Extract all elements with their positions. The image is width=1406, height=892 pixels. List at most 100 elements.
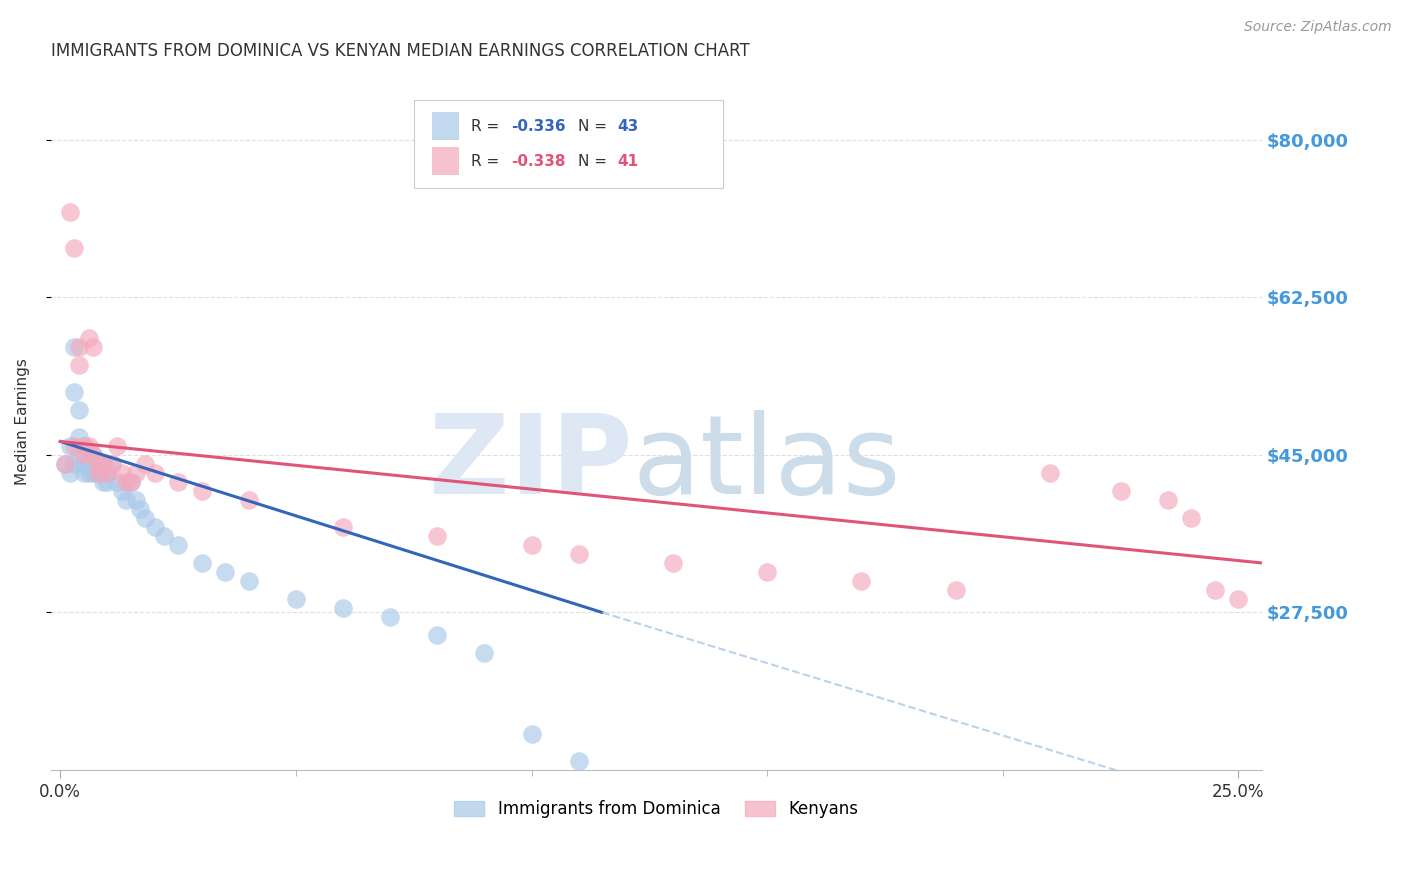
- Point: [73, 439, 96, 453]
- Point: [63, 439, 86, 453]
- Point: [332, 520, 354, 534]
- Text: N =: N =: [578, 119, 612, 134]
- Point: [63, 241, 86, 255]
- Point: [53, 457, 76, 471]
- Text: -0.336: -0.336: [510, 119, 565, 134]
- Bar: [432, 112, 458, 140]
- Point: [1204, 582, 1226, 597]
- Point: [851, 574, 873, 588]
- Point: [1109, 483, 1132, 498]
- Point: [662, 556, 685, 570]
- Point: [82, 448, 104, 462]
- Legend: Immigrants from Dominica, Kenyans: Immigrants from Dominica, Kenyans: [447, 793, 865, 824]
- Point: [67, 403, 90, 417]
- Point: [67, 358, 90, 372]
- Text: N =: N =: [578, 153, 612, 169]
- Point: [1180, 511, 1202, 525]
- Point: [91, 457, 114, 471]
- Y-axis label: Median Earnings: Median Earnings: [15, 358, 30, 484]
- Point: [167, 538, 190, 552]
- Point: [568, 547, 591, 561]
- Point: [77, 439, 100, 453]
- Point: [67, 430, 90, 444]
- Point: [284, 592, 307, 607]
- Point: [82, 340, 104, 354]
- Point: [214, 565, 236, 579]
- Point: [238, 574, 260, 588]
- Point: [59, 466, 82, 480]
- Point: [101, 457, 124, 471]
- Point: [63, 384, 86, 399]
- Point: [167, 475, 190, 489]
- Point: [1039, 466, 1062, 480]
- Point: [105, 475, 128, 489]
- Point: [67, 448, 90, 462]
- Point: [1227, 592, 1250, 607]
- Point: [73, 466, 96, 480]
- Point: [73, 457, 96, 471]
- Text: R =: R =: [471, 119, 505, 134]
- Point: [105, 439, 128, 453]
- Point: [124, 466, 146, 480]
- Point: [73, 448, 96, 462]
- Point: [378, 610, 401, 624]
- Text: -0.338: -0.338: [510, 153, 565, 169]
- Point: [53, 457, 76, 471]
- Point: [426, 529, 449, 543]
- Point: [520, 727, 543, 741]
- Point: [59, 439, 82, 453]
- Point: [153, 529, 176, 543]
- Point: [120, 475, 142, 489]
- Point: [134, 457, 156, 471]
- Point: [129, 502, 152, 516]
- Point: [520, 538, 543, 552]
- Point: [568, 754, 591, 768]
- Point: [63, 457, 86, 471]
- Point: [67, 340, 90, 354]
- Point: [63, 340, 86, 354]
- Point: [124, 493, 146, 508]
- Point: [87, 466, 110, 480]
- FancyBboxPatch shape: [415, 100, 723, 187]
- Point: [82, 448, 104, 462]
- Point: [101, 457, 124, 471]
- Text: atlas: atlas: [633, 409, 901, 516]
- Text: 43: 43: [617, 119, 638, 134]
- Point: [82, 466, 104, 480]
- Point: [238, 493, 260, 508]
- Point: [73, 439, 96, 453]
- Text: IMMIGRANTS FROM DOMINICA VS KENYAN MEDIAN EARNINGS CORRELATION CHART: IMMIGRANTS FROM DOMINICA VS KENYAN MEDIA…: [51, 42, 749, 60]
- Point: [190, 556, 212, 570]
- Point: [426, 628, 449, 642]
- Point: [87, 466, 110, 480]
- Text: R =: R =: [471, 153, 505, 169]
- Point: [143, 466, 166, 480]
- Point: [91, 475, 114, 489]
- Point: [1157, 493, 1180, 508]
- Point: [77, 457, 100, 471]
- Point: [115, 493, 138, 508]
- Point: [110, 466, 132, 480]
- Point: [96, 466, 118, 480]
- Point: [110, 483, 132, 498]
- Point: [87, 457, 110, 471]
- Point: [59, 205, 82, 219]
- Text: ZIP: ZIP: [429, 409, 633, 516]
- Point: [756, 565, 779, 579]
- Point: [474, 646, 496, 660]
- Bar: [432, 147, 458, 175]
- Point: [96, 466, 118, 480]
- Point: [134, 511, 156, 525]
- Point: [190, 483, 212, 498]
- Text: Source: ZipAtlas.com: Source: ZipAtlas.com: [1244, 20, 1392, 34]
- Point: [332, 601, 354, 615]
- Point: [77, 466, 100, 480]
- Point: [120, 475, 142, 489]
- Point: [143, 520, 166, 534]
- Point: [115, 475, 138, 489]
- Point: [91, 457, 114, 471]
- Point: [77, 331, 100, 345]
- Point: [87, 457, 110, 471]
- Point: [96, 475, 118, 489]
- Point: [945, 582, 967, 597]
